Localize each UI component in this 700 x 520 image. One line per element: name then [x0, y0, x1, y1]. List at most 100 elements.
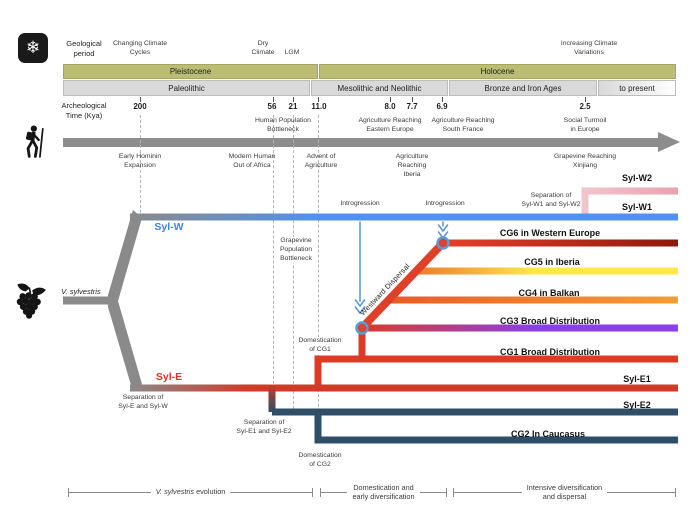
annotation-dry-climate: Dry Climate [251, 40, 275, 56]
snowflake-icon: ❄ [18, 33, 48, 63]
hiker-icon [25, 125, 44, 158]
phase-label: Intensive diversification and dispersal [526, 482, 603, 501]
bracket-line [607, 491, 676, 493]
event-grapevine-xinjiang: Grapevine Reaching Xinjiang [554, 153, 616, 169]
introgression-label-1: Introgression [340, 200, 380, 207]
introgression-arrow-1 [354, 221, 366, 315]
introgression-node-cg6 [436, 236, 450, 250]
branch-cg1 [314, 355, 678, 391]
separation-e-label: Separation of Syl-E1 and Syl-E2 [236, 419, 292, 435]
tick-mark [140, 97, 141, 102]
lineage-label-cg5: CG5 in Iberia [524, 257, 580, 267]
clade-syl-e-label: Syl-E [155, 371, 183, 383]
age-to-present: to present [598, 80, 676, 96]
introgression-node-cg3 [355, 321, 369, 335]
gridline-200kya [140, 115, 141, 213]
age-paleolithic: Paleolithic [63, 80, 310, 96]
introgression-label-2: Introgression [425, 200, 465, 207]
bracket-end-tick [446, 487, 447, 497]
event-social-turmoil: Social Turmoil in Europe [563, 117, 607, 133]
phase-bracket-diversification: Intensive diversification and dispersal [453, 482, 677, 501]
age-label: Mesolithic and Neolithic [337, 83, 422, 93]
geological-period-label: Geological period [66, 39, 102, 58]
tick-mark [273, 97, 274, 102]
event-advent-agriculture: Advent of Agriculture [304, 153, 338, 169]
domestication-cg2-label: Domestication of CG2 [298, 452, 342, 468]
phase-label-rest: evolution [194, 487, 226, 497]
bracket-line [230, 491, 313, 493]
tick-label: 56 [267, 102, 277, 111]
age-label: Bronze and Iron Ages [484, 83, 562, 93]
time-arrow-head [658, 132, 680, 152]
event-agri-eastern-europe: Agriculture Reaching Eastern Europe [358, 117, 422, 133]
tick-label: 21 [288, 102, 298, 111]
tick-mark [318, 97, 319, 102]
annotation-changing-climate: Changing Climate Cycles [112, 40, 168, 56]
gridline-11kya [318, 115, 319, 437]
tick-label: 8.0 [384, 102, 396, 111]
event-early-hominin: Early Hominin Expansion [118, 153, 162, 169]
lineage-label-syl-e1: Syl-E1 [623, 374, 651, 384]
bracket-line [321, 491, 348, 493]
separation-ew-label: Separation of Syl-E and Syl-W [118, 394, 168, 410]
domestication-cg1-label: Domestication of CG1 [296, 337, 344, 355]
phase-label: V. sylvestris evolution [151, 487, 231, 496]
annotation-increasing-climate: Increasing Climate Variations [560, 40, 618, 56]
age-bronze-iron: Bronze and Iron Ages [449, 80, 597, 96]
tick-mark [442, 97, 443, 102]
bracket-end-tick [675, 487, 677, 497]
event-human-bottleneck: Human Population Bottleneck [255, 117, 311, 133]
root-label: V. sylvestris [61, 287, 101, 296]
epoch-holocene: Holocene [319, 64, 676, 79]
phase-label-italic: V. sylvestris [155, 487, 195, 497]
separation-w-label: Separation of Syl-W1 and Syl-W2 [521, 192, 581, 208]
branch-syl-w2 [581, 187, 678, 218]
grapes-icon [16, 283, 46, 319]
lineage-label-cg1: CG1 Broad Distribution [499, 347, 601, 357]
age-label: Paleolithic [168, 83, 205, 93]
tick-mark [293, 97, 294, 102]
lineage-label-cg6: CG6 in Western Europe [499, 228, 601, 238]
age-mesolithic-neolithic: Mesolithic and Neolithic [311, 80, 448, 96]
bracket-end-tick [312, 487, 314, 497]
tick-mark [585, 97, 586, 102]
lineage-label-syl-w1: Syl-W1 [621, 202, 653, 212]
age-label: to present [619, 83, 655, 93]
bracket-end-tick [320, 487, 321, 497]
tick-mark [412, 97, 413, 102]
tick-label: 7.7 [406, 102, 418, 111]
epoch-label: Holocene [480, 67, 515, 76]
event-agri-iberia: Agriculture Reaching Iberia [395, 153, 429, 178]
tick-mark [390, 97, 391, 102]
epoch-label: Pleistocene [169, 67, 212, 76]
epoch-pleistocene: Pleistocene [63, 64, 318, 79]
time-axis-label: Archeological Time (Kya) [61, 101, 107, 120]
event-agri-south-france: Agriculture Reaching South France [431, 117, 495, 133]
root-stub [63, 296, 109, 305]
tick-label: 2.5 [579, 102, 591, 111]
event-out-of-africa: Modern Human Out of Africa [228, 153, 276, 169]
tick-label: 200 [133, 102, 147, 111]
bracket-line [454, 491, 522, 493]
clade-syl-w-label: Syl-W [154, 221, 184, 233]
bracket-line [69, 491, 151, 493]
lineage-label-syl-e2: Syl-E2 [623, 400, 651, 410]
lineage-label-cg3: CG3 Broad Distribution [499, 316, 601, 326]
westward-dispersal-diagonal [357, 240, 446, 333]
lineage-label-cg4: CG4 in Balkan [518, 288, 580, 298]
branch-cg2 [314, 409, 678, 444]
introgression-arrow-2 [437, 221, 449, 240]
tick-label: 11.0 [311, 102, 327, 111]
tick-label: 6.9 [436, 102, 448, 111]
grapevine-bottleneck-label: Grapevine Population Bottleneck [277, 237, 315, 264]
gridline-56kya [273, 115, 274, 409]
phase-bracket-sylvestris-evolution: V. sylvestris evolution [68, 483, 314, 501]
snowflake-glyph: ❄ [25, 38, 41, 57]
root-split-fan [108, 210, 142, 392]
bracket-end-tick [453, 487, 454, 497]
bracket-line [419, 491, 446, 493]
lineage-label-cg2: CG2 In Caucasus [510, 429, 586, 439]
phase-label: Domestication and early diversification [352, 482, 415, 501]
